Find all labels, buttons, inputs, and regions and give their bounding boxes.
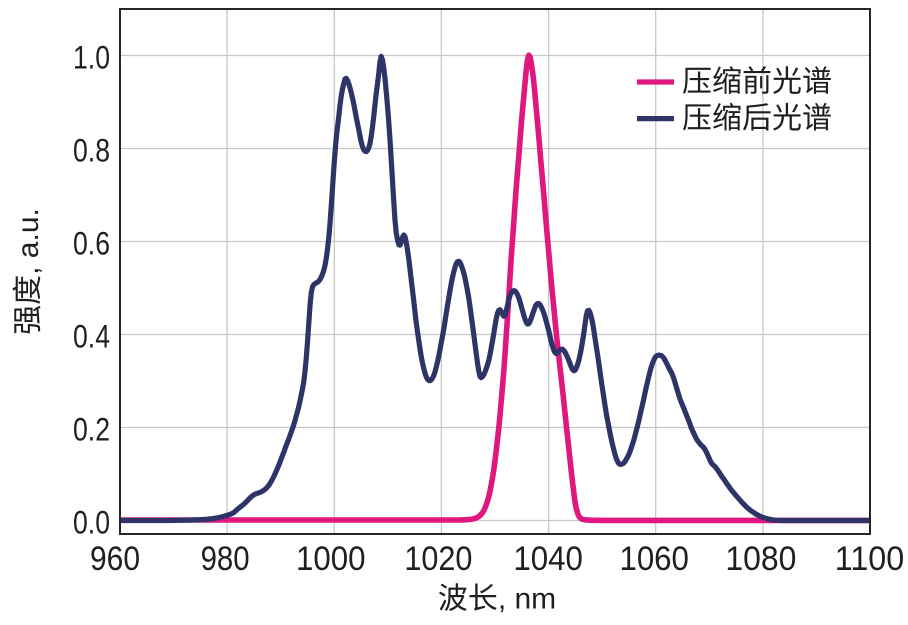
svg-text:1020: 1020	[404, 540, 472, 578]
svg-text:1000: 1000	[296, 540, 366, 578]
svg-text:1040: 1040	[513, 540, 583, 578]
svg-text:0.8: 0.8	[73, 133, 110, 169]
svg-text:0.6: 0.6	[73, 226, 110, 262]
svg-text:1080: 1080	[725, 540, 796, 578]
svg-text:1100: 1100	[835, 540, 905, 578]
svg-text:, a.u.: , a.u.	[12, 208, 45, 275]
svg-text:1060: 1060	[619, 540, 689, 578]
svg-text:0.2: 0.2	[73, 412, 110, 448]
svg-text:0.0: 0.0	[73, 505, 110, 541]
svg-text:0.4: 0.4	[73, 319, 110, 355]
svg-text:, nm: , nm	[498, 583, 556, 616]
svg-text:1.0: 1.0	[73, 40, 110, 76]
svg-text:980: 980	[201, 540, 250, 578]
svg-text:960: 960	[90, 540, 140, 578]
